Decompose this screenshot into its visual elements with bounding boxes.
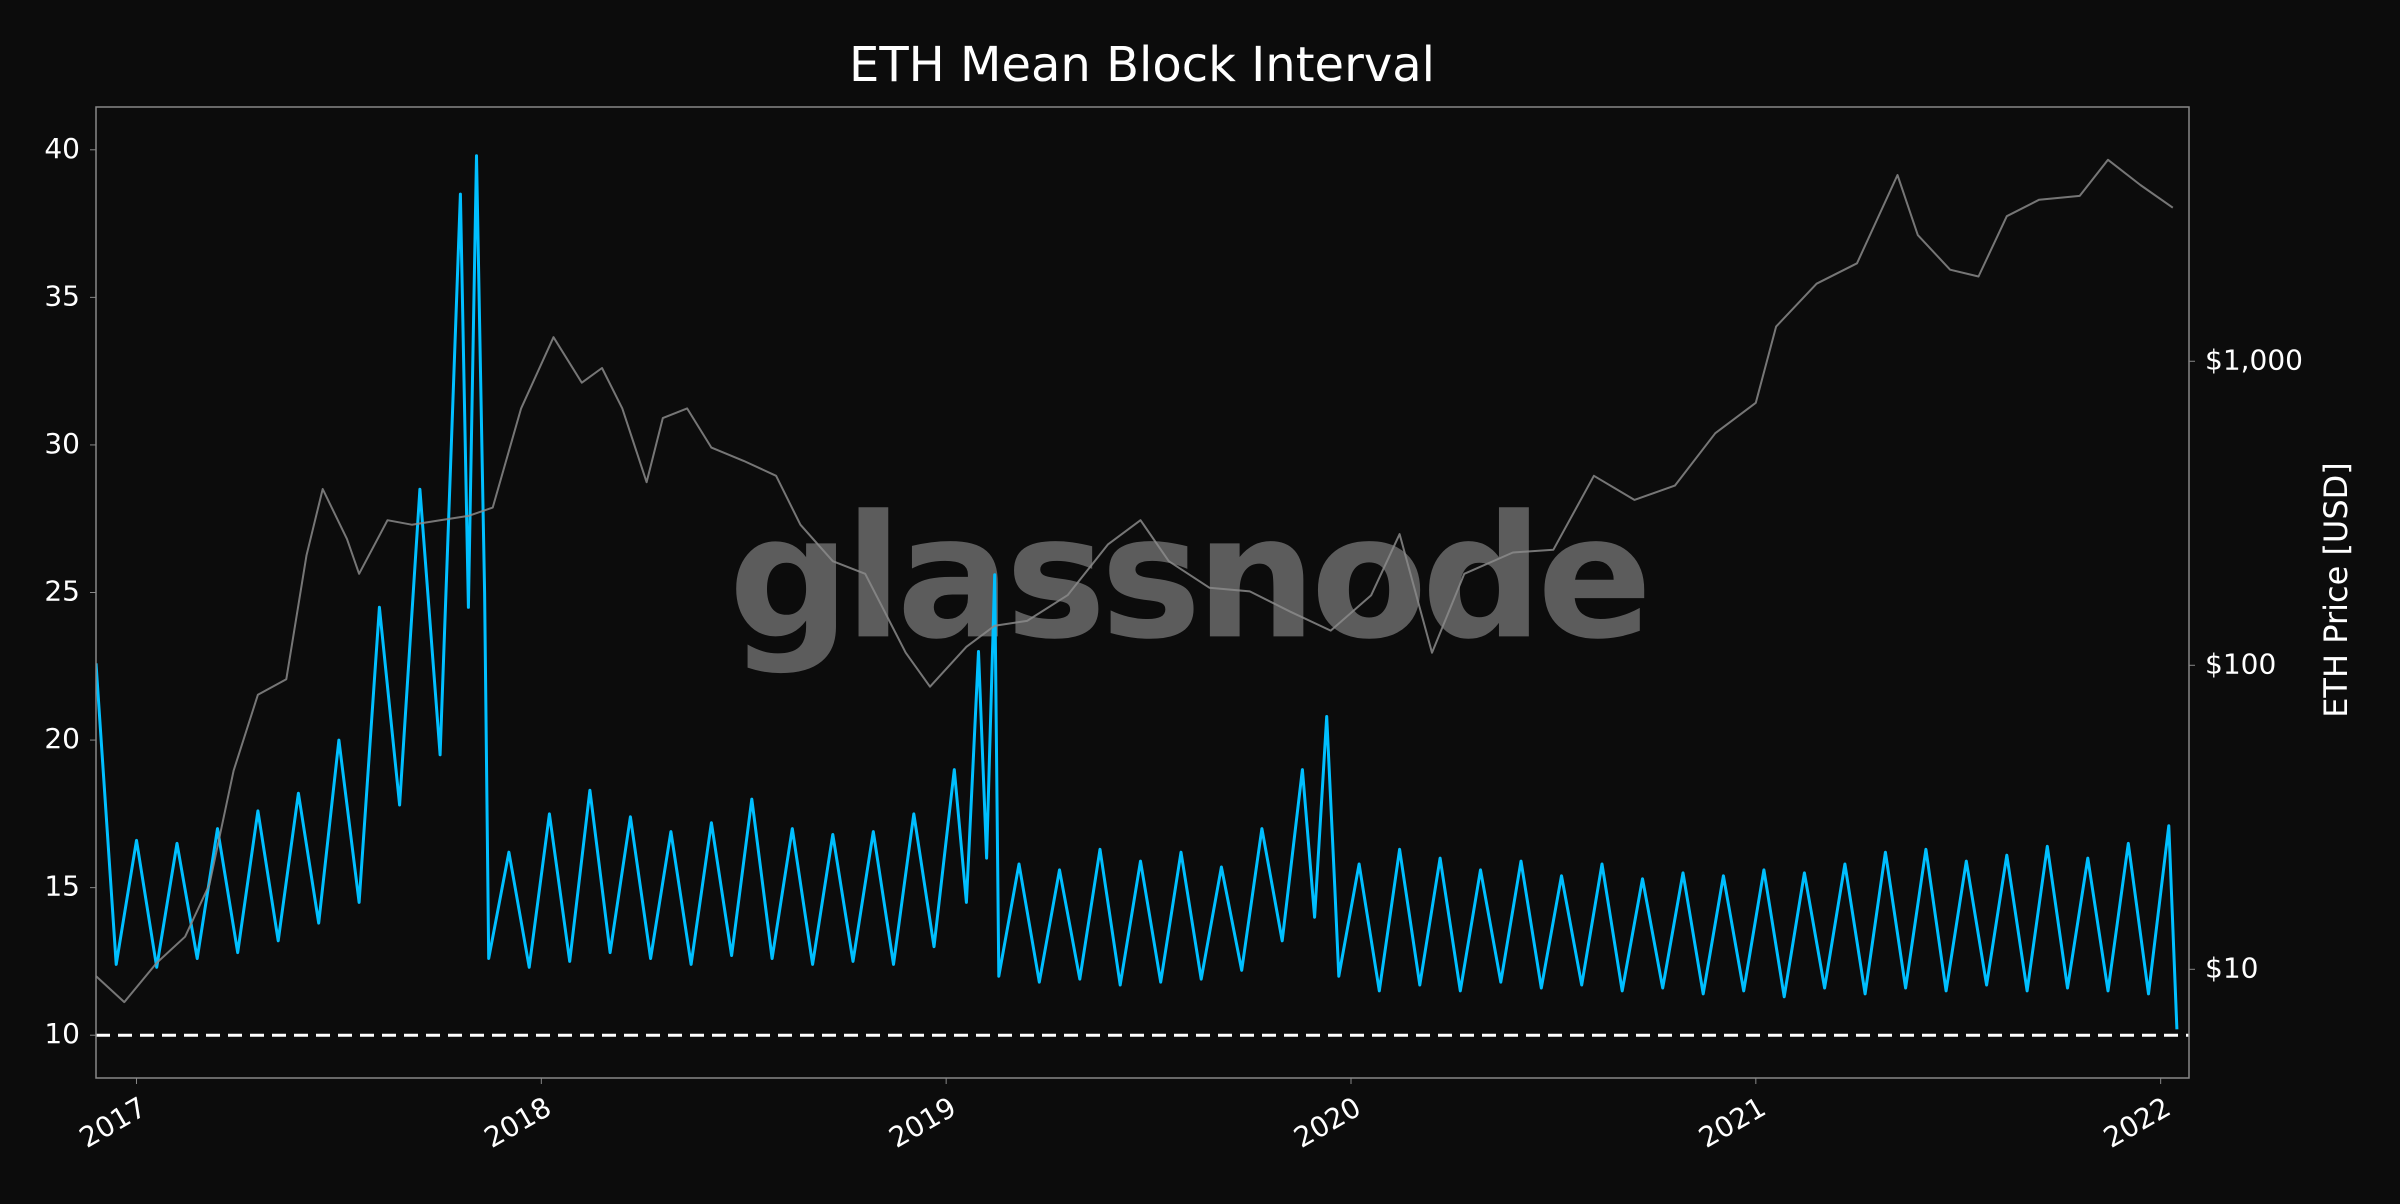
y2-tick-label: $1,000	[2205, 343, 2303, 376]
watermark: glassnode	[729, 479, 1647, 677]
y-tick-label: 35	[44, 279, 80, 312]
block-interval-line	[96, 154, 2179, 1030]
y-tick-label: 25	[44, 575, 80, 608]
y-tick-label: 10	[44, 1017, 80, 1050]
y2-tick-label: $10	[2205, 951, 2258, 984]
price-line	[96, 158, 2174, 1004]
chart-title: ETH Mean Block Interval	[849, 37, 1435, 93]
y-tick-label: 15	[44, 870, 80, 903]
y-tick-label: 40	[44, 132, 80, 165]
y-tick-label: 20	[44, 722, 80, 755]
plot-area	[96, 154, 2179, 1030]
y-tick-label: 30	[44, 427, 80, 460]
y2-tick-label: $100	[2205, 647, 2276, 680]
y2-axis-label: ETH Price [USD]	[2317, 462, 2355, 718]
